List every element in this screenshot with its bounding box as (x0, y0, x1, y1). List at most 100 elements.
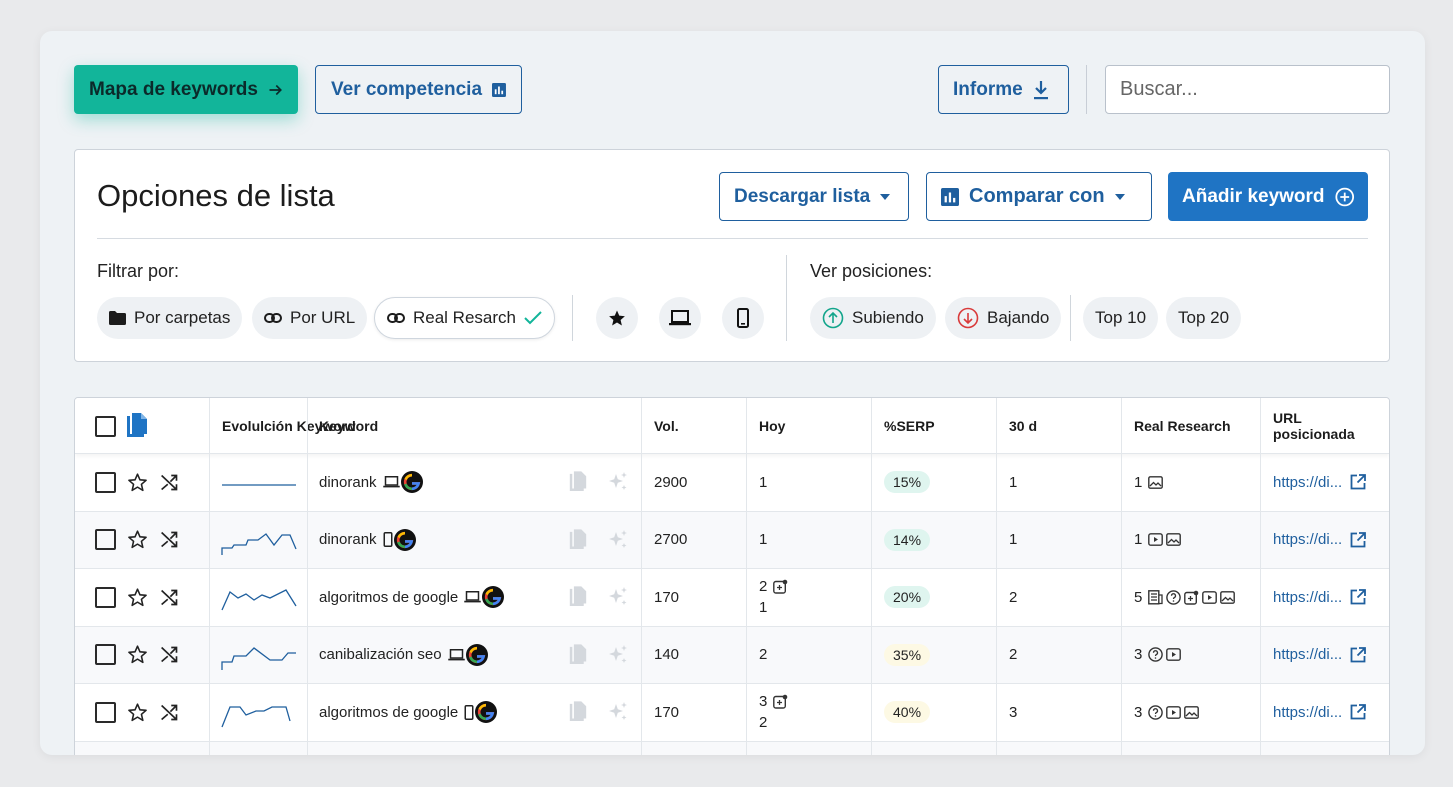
position-falling-label: Bajando (987, 308, 1050, 327)
table-row[interactable]: dinorank 2900 1 15% 1 1 https://di... (75, 454, 1389, 512)
table-row[interactable]: dinorank 2700 1 14% 1 1 https://di... (75, 511, 1389, 569)
ranked-url-link[interactable]: https://di... (1273, 531, 1343, 549)
serp-cell: 14% (872, 512, 931, 569)
laptop-icon (669, 310, 691, 326)
star-outline-icon[interactable] (127, 587, 148, 608)
copy-icon[interactable] (569, 529, 587, 551)
filter-url-chip[interactable]: Por URL (252, 297, 368, 339)
sparkle-icon[interactable] (607, 471, 629, 493)
feature-plus-icon (773, 694, 788, 709)
header-real-research[interactable]: Real Research (1134, 418, 1231, 434)
keyword-text[interactable]: algoritmos de google (319, 588, 459, 606)
position-rising-chip[interactable]: Subiendo (810, 297, 936, 339)
column-divider (209, 398, 210, 755)
search-input[interactable] (1120, 78, 1385, 101)
device-indicator (464, 591, 482, 603)
ranked-url-link[interactable]: https://di... (1273, 703, 1343, 721)
list-options-panel: Opciones de lista Descargar lista Compar… (74, 149, 1390, 362)
select-all-checkbox[interactable] (95, 415, 116, 437)
row-checkbox[interactable] (95, 644, 116, 666)
view-competition-button[interactable]: Ver competencia (315, 65, 522, 114)
copy-icon[interactable] (569, 701, 587, 723)
external-link-icon[interactable] (1350, 474, 1367, 490)
column-divider (871, 398, 872, 755)
external-link-icon[interactable] (1350, 646, 1367, 663)
keyword-map-button[interactable]: Mapa de keywords (74, 65, 298, 114)
today-cell: 1 (747, 512, 767, 569)
copy-icon[interactable] (569, 471, 587, 493)
copy-icon[interactable] (569, 586, 587, 608)
ranked-url-link[interactable]: https://di... (1273, 588, 1343, 606)
evolution-sparkline (210, 454, 307, 511)
external-link-icon[interactable] (1350, 531, 1367, 548)
header-url[interactable]: URL posicionada (1273, 410, 1355, 442)
row-actions (95, 512, 180, 569)
shuffle-icon[interactable] (159, 472, 180, 493)
position-top20-label: Top 20 (1178, 308, 1230, 327)
30d-cell: 2 (1009, 588, 1018, 606)
star-outline-icon[interactable] (127, 472, 148, 493)
star-outline-icon[interactable] (127, 644, 148, 665)
google-icon (400, 471, 423, 494)
divider (1070, 295, 1071, 341)
shuffle-icon[interactable] (159, 702, 180, 723)
ranked-url-link[interactable]: https://di... (1273, 473, 1343, 491)
table-row[interactable]: canibalización seo 140 2 35% 2 3 https:/… (75, 626, 1389, 684)
filter-desktop-chip[interactable] (659, 297, 701, 339)
volume-cell: 2900 (654, 473, 688, 491)
column-divider (641, 398, 642, 755)
table-row[interactable] (75, 741, 1389, 755)
keyword-text[interactable]: canibalización seo (319, 646, 442, 664)
header-today[interactable]: Hoy (759, 418, 786, 434)
google-icon (465, 643, 488, 666)
external-link-icon[interactable] (1350, 704, 1367, 720)
header-keyword[interactable]: Keyword (319, 418, 379, 434)
sparkle-icon[interactable] (607, 529, 629, 551)
star-outline-icon[interactable] (127, 529, 148, 550)
external-link-icon[interactable] (1350, 589, 1367, 605)
position-top20-chip[interactable]: Top 20 (1166, 297, 1242, 339)
shuffle-icon[interactable] (159, 644, 180, 665)
keyword-text[interactable]: algoritmos de google (319, 703, 459, 721)
star-outline-icon[interactable] (127, 702, 148, 723)
position-falling-chip[interactable]: Bajando (945, 297, 1062, 339)
header-volume[interactable]: Vol. (654, 418, 679, 434)
filter-real-research-chip[interactable]: Real Resarch (374, 297, 555, 339)
real-research-count: 1 (1134, 531, 1143, 549)
header-serp[interactable]: %SERP (884, 418, 935, 434)
real-research-cell: 1 (1122, 454, 1164, 511)
filter-favorites-chip[interactable] (596, 297, 638, 339)
keyword-text[interactable]: dinorank (319, 473, 377, 491)
row-checkbox[interactable] (95, 701, 116, 723)
row-checkbox[interactable] (95, 586, 116, 608)
row-checkbox[interactable] (95, 529, 116, 551)
ranked-url-link[interactable]: https://di... (1273, 646, 1343, 664)
today-position: 2 (759, 646, 768, 664)
filter-real-research-label: Real Resarch (413, 308, 516, 327)
question-icon (1148, 647, 1164, 663)
sparkle-icon[interactable] (607, 701, 629, 723)
header-30d[interactable]: 30 d (1009, 418, 1038, 434)
sparkle-icon[interactable] (607, 586, 629, 608)
add-keyword-button[interactable]: Añadir keyword (1168, 172, 1368, 221)
filter-mobile-chip[interactable] (722, 297, 764, 339)
download-list-button[interactable]: Descargar lista (719, 172, 909, 221)
shuffle-icon[interactable] (159, 587, 180, 608)
position-top10-chip[interactable]: Top 10 (1083, 297, 1159, 339)
keyword-text[interactable]: dinorank (319, 531, 377, 549)
filter-folders-chip[interactable]: Por carpetas (97, 297, 243, 339)
add-keyword-label: Añadir keyword (1182, 185, 1325, 207)
copy-icon[interactable] (126, 413, 148, 439)
shuffle-icon[interactable] (159, 529, 180, 550)
keyword-cell: canibalización seo (307, 627, 641, 684)
row-checkbox[interactable] (95, 471, 116, 493)
copy-icon[interactable] (569, 644, 587, 666)
report-label: Informe (953, 78, 1023, 100)
report-button[interactable]: Informe (938, 65, 1069, 114)
position-rising-label: Subiendo (852, 308, 924, 327)
search-box[interactable] (1105, 65, 1390, 114)
compare-with-button[interactable]: Comparar con (926, 172, 1152, 221)
sparkle-icon[interactable] (607, 644, 629, 666)
